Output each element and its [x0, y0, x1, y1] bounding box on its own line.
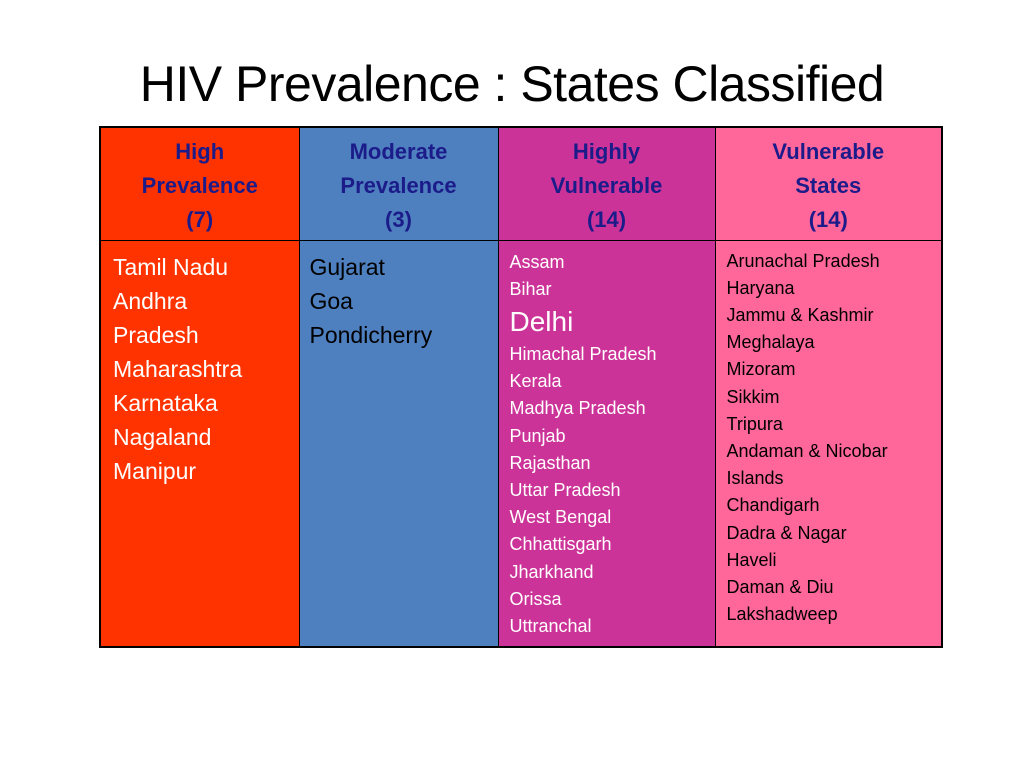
list-item: Andaman & Nicobar: [726, 440, 888, 461]
list-item: Mizoram: [726, 359, 796, 380]
list-item: Maharashtra: [113, 355, 243, 382]
list-item: Chandigarh: [726, 495, 820, 516]
header-count: (3): [385, 207, 412, 232]
high-prevalence-list: Tamil Nadu Andhra Pradesh Maharashtra Ka…: [101, 241, 299, 488]
list-item: Dadra & Nagar: [726, 522, 847, 543]
list-item: Jammu & Kashmir: [726, 304, 874, 325]
table-header-row: High Prevalence (7) Moderate Prevalence …: [99, 126, 943, 241]
header-line: Prevalence: [340, 173, 457, 198]
list-item: Lakshadweep: [726, 604, 838, 625]
list-item: Nagaland: [113, 423, 212, 450]
list-item: Bihar: [509, 278, 552, 299]
header-line: States: [795, 173, 862, 198]
header-count: (7): [186, 207, 214, 232]
prevalence-table: High Prevalence (7) Moderate Prevalence …: [99, 126, 943, 648]
list-item: Goa: [309, 287, 353, 314]
list-item: Arunachal Pradesh: [726, 250, 880, 271]
vulnerable-states-list: Arunachal Pradesh Haryana Jammu & Kashmi…: [716, 241, 942, 629]
list-item: Meghalaya: [726, 332, 815, 353]
list-item: Haveli: [726, 549, 777, 570]
list-item: Himachal Pradesh: [509, 343, 657, 364]
header-high-prevalence: High Prevalence (7): [99, 126, 300, 241]
cell-vulnerable-states: Arunachal Pradesh Haryana Jammu & Kashmi…: [714, 239, 943, 648]
header-line: Moderate: [349, 139, 448, 164]
list-item: Uttranchal: [509, 615, 592, 636]
header-count: (14): [808, 207, 848, 232]
header-count: (14): [586, 207, 627, 232]
header-line: High: [175, 139, 225, 164]
list-item: Rajasthan: [509, 452, 591, 473]
list-item: Punjab: [509, 425, 566, 446]
list-item: West Bengal: [509, 507, 612, 528]
list-item: Pondicherry: [309, 321, 433, 348]
list-item: Haryana: [726, 277, 795, 298]
list-item: Orissa: [509, 588, 562, 609]
header-moderate-prevalence: Moderate Prevalence (3): [298, 126, 499, 241]
list-item: Assam: [509, 251, 565, 272]
list-item: Jharkhand: [509, 561, 594, 582]
list-item: Pradesh: [113, 321, 199, 348]
cell-moderate-prevalence-states: Gujarat Goa Pondicherry: [298, 239, 499, 648]
moderate-prevalence-list: Gujarat Goa Pondicherry: [300, 241, 498, 352]
list-item: Daman & Diu: [726, 576, 834, 597]
list-item: Tamil Nadu: [113, 253, 229, 280]
header-line: Prevalence: [141, 173, 258, 198]
list-item: Andhra: [113, 287, 188, 314]
list-item: Chhattisgarh: [509, 534, 612, 555]
highly-vulnerable-list: Assam Bihar Delhi Himachal Pradesh Keral…: [499, 241, 715, 641]
list-item: Uttar Pradesh: [509, 479, 621, 500]
header-vulnerable-states: Vulnerable States (14): [714, 126, 943, 241]
list-item: Kerala: [509, 371, 562, 392]
cell-highly-vulnerable-states: Assam Bihar Delhi Himachal Pradesh Keral…: [497, 239, 716, 648]
list-item: Delhi: [509, 305, 574, 337]
list-item: Tripura: [726, 413, 783, 434]
list-item: Karnataka: [113, 389, 218, 416]
list-item: Gujarat: [309, 253, 385, 280]
list-item: Sikkim: [726, 386, 780, 407]
list-item: Islands: [726, 468, 784, 489]
slide-title: HIV Prevalence : States Classified: [139, 56, 885, 112]
header-line: Vulnerable: [772, 139, 885, 164]
header-line: Vulnerable: [550, 173, 663, 198]
list-item: Madhya Pradesh: [509, 398, 646, 419]
list-item: Manipur: [113, 457, 197, 484]
header-highly-vulnerable: Highly Vulnerable (14): [497, 126, 716, 241]
cell-high-prevalence-states: Tamil Nadu Andhra Pradesh Maharashtra Ka…: [99, 239, 300, 648]
table-body-row: Tamil Nadu Andhra Pradesh Maharashtra Ka…: [99, 239, 943, 648]
header-line: Highly: [572, 139, 641, 164]
